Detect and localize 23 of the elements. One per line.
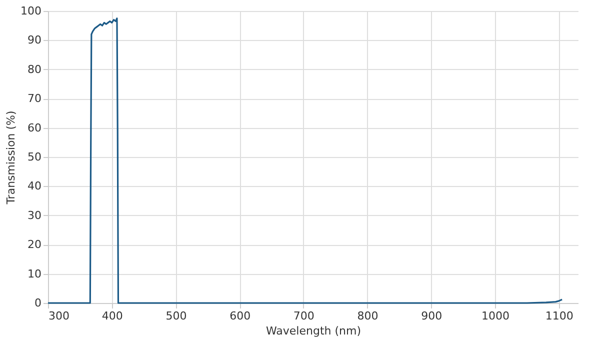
x-tick-label: 400: [102, 310, 123, 322]
y-tick-label: 10: [28, 267, 42, 280]
line-series: [47, 18, 563, 304]
y-tick-label: 50: [28, 150, 42, 164]
y-tick-label: 40: [28, 180, 42, 193]
x-tick-label: 800: [357, 310, 378, 322]
x-axis-title: Wavelength (nm): [266, 324, 362, 338]
x-tick-label: 300: [48, 310, 70, 322]
x-tick-label: 1100: [545, 310, 574, 322]
y-tick-label: 80: [28, 62, 42, 76]
x-tick-label: 900: [421, 310, 442, 322]
x-tick-label: 1000: [481, 310, 510, 322]
y-tick-label: 30: [28, 208, 42, 222]
y-tick-label: 60: [28, 121, 42, 134]
y-tick-label: 90: [28, 34, 42, 47]
y-tick-label: 0: [34, 296, 42, 310]
y-tick-label: 70: [28, 92, 42, 106]
x-tick-label: 700: [293, 310, 314, 322]
y-axis-title: Transmission (%): [4, 110, 18, 206]
x-tick-label: 500: [166, 310, 187, 322]
x-tick-label: 600: [230, 310, 251, 322]
y-tick-label: 100: [20, 4, 42, 18]
y-tick-label: 20: [28, 238, 42, 252]
